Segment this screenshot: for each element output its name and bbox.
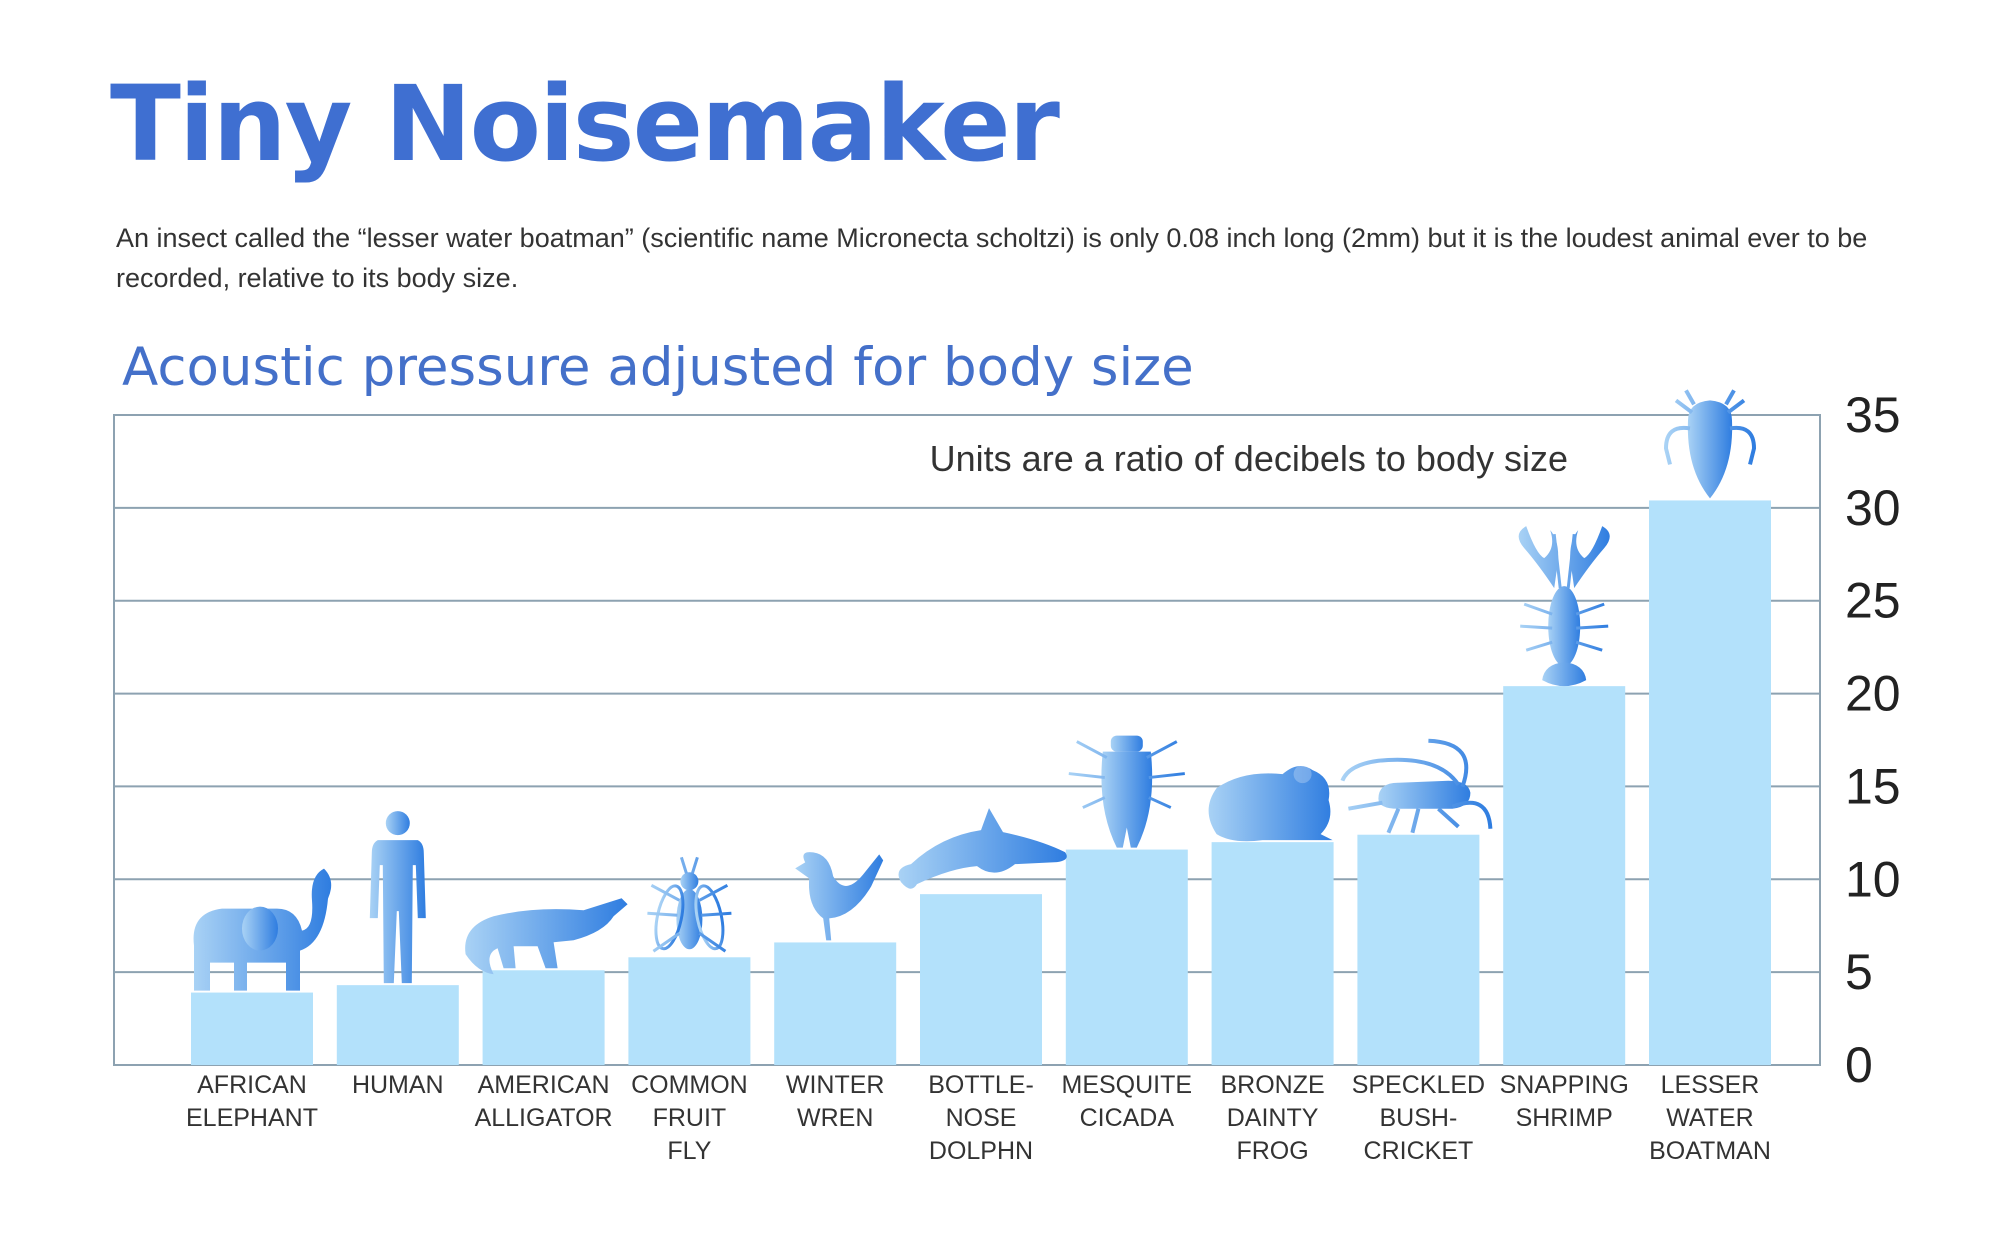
y-tick-label: 25 bbox=[1845, 573, 1901, 629]
category-label-line: MESQUITE bbox=[1062, 1071, 1193, 1099]
category-label: COMMON FRUIT FLY bbox=[631, 1071, 748, 1165]
category-label: SPECKLED BUSH- CRICKET bbox=[1352, 1071, 1485, 1165]
bar bbox=[628, 957, 751, 1065]
bar bbox=[1649, 500, 1771, 1065]
alligator-icon bbox=[465, 898, 628, 975]
category-label-line: HUMAN bbox=[352, 1071, 444, 1099]
cicada-icon bbox=[1068, 735, 1185, 848]
bar bbox=[1065, 849, 1188, 1065]
category-label-line: COMMON bbox=[631, 1071, 748, 1099]
human-icon bbox=[369, 811, 426, 984]
category-label: BRONZE DAINTY FROG bbox=[1221, 1071, 1325, 1165]
bar bbox=[774, 942, 897, 1065]
category-label-line: SNAPPING bbox=[1500, 1071, 1629, 1099]
category-label-line: FRUIT bbox=[653, 1104, 727, 1132]
category-label-line: WINTER bbox=[786, 1071, 885, 1099]
water-boatman-icon bbox=[1663, 389, 1757, 499]
elephant-icon bbox=[193, 868, 332, 991]
category-label-line: FROG bbox=[1236, 1137, 1308, 1165]
category-label-line: AFRICAN bbox=[197, 1071, 307, 1099]
category-label-line: FLY bbox=[667, 1137, 711, 1165]
y-tick-label: 5 bbox=[1845, 944, 1873, 1000]
category-label-line: AMERICAN bbox=[478, 1071, 610, 1099]
category-labels: AFRICAN ELEPHANT HUMAN AMERICAN ALLIGATOR COM… bbox=[186, 1071, 1771, 1165]
y-tick-label: 10 bbox=[1845, 851, 1901, 907]
bar bbox=[1211, 842, 1334, 1065]
category-label-line: CICADA bbox=[1080, 1104, 1175, 1132]
category-label-line: WATER bbox=[1666, 1104, 1754, 1132]
category-label-line: ELEPHANT bbox=[186, 1104, 318, 1132]
dolphin-icon bbox=[898, 808, 1067, 889]
category-label: WINTER WREN bbox=[786, 1071, 885, 1132]
page-description: An insect called the “lesser water boatm… bbox=[116, 223, 1868, 293]
category-label-line: NOSE bbox=[946, 1104, 1017, 1132]
category-label-line: LESSER bbox=[1661, 1071, 1760, 1099]
category-label: SNAPPING SHRIMP bbox=[1500, 1071, 1629, 1132]
category-label-line: SPECKLED bbox=[1352, 1071, 1485, 1099]
category-label-line: BRONZE bbox=[1221, 1071, 1325, 1099]
y-tick-label: 20 bbox=[1845, 666, 1901, 722]
category-label-line: BOATMAN bbox=[1649, 1137, 1771, 1165]
y-tick-label: 30 bbox=[1845, 480, 1901, 536]
category-label: LESSER WATER BOATMAN bbox=[1649, 1071, 1771, 1165]
category-label: AMERICAN ALLIGATOR bbox=[475, 1071, 613, 1132]
y-tick-label: 15 bbox=[1845, 758, 1901, 814]
frog-icon bbox=[1208, 765, 1333, 842]
category-label-line: CRICKET bbox=[1364, 1137, 1474, 1165]
bar bbox=[336, 985, 459, 1065]
category-label-line: DAINTY bbox=[1227, 1104, 1319, 1132]
chart-annotation: Units are a ratio of decibels to body si… bbox=[930, 438, 1568, 479]
shrimp-icon bbox=[1518, 526, 1610, 687]
category-label-line: WREN bbox=[797, 1104, 873, 1132]
bar bbox=[1357, 834, 1480, 1065]
bar bbox=[191, 992, 313, 1065]
bush-cricket-icon bbox=[1340, 738, 1493, 834]
category-label-line: DOLPHN bbox=[929, 1137, 1033, 1165]
category-label-line: BUSH- bbox=[1380, 1104, 1458, 1132]
wren-icon bbox=[795, 852, 884, 941]
category-label: AFRICAN ELEPHANT bbox=[186, 1071, 318, 1132]
bar bbox=[920, 894, 1042, 1065]
bar bbox=[1503, 686, 1626, 1065]
category-label: BOTTLE- NOSE DOLPHN bbox=[928, 1071, 1034, 1165]
chart-title: Acoustic pressure adjusted for body size bbox=[122, 337, 1194, 398]
fruit-fly-icon bbox=[647, 856, 732, 953]
bar bbox=[482, 970, 605, 1065]
y-axis-ticks: 0 5 10 15 20 25 30 35 bbox=[1845, 387, 1901, 1093]
y-tick-label: 35 bbox=[1845, 387, 1901, 443]
animal-icons bbox=[193, 389, 1757, 991]
page-title: Tiny Noisemaker bbox=[110, 63, 1060, 185]
bars bbox=[191, 500, 1771, 1065]
category-label: MESQUITE CICADA bbox=[1062, 1071, 1193, 1132]
y-tick-label: 0 bbox=[1845, 1037, 1873, 1093]
category-label-line: SHRIMP bbox=[1516, 1104, 1613, 1132]
category-label: HUMAN bbox=[352, 1071, 444, 1099]
category-label-line: ALLIGATOR bbox=[475, 1104, 613, 1132]
category-label-line: BOTTLE- bbox=[928, 1071, 1034, 1099]
